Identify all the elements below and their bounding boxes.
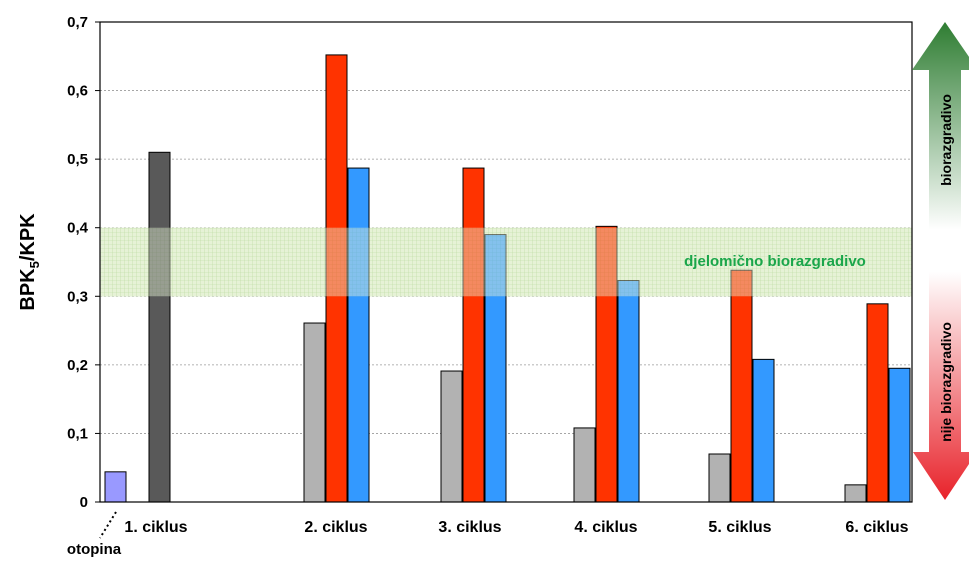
y-axis-label: BPK5/KPK — [17, 213, 42, 311]
down-arrow-label: nije biorazgradivo — [938, 322, 954, 442]
down-arrow — [913, 272, 969, 500]
bar — [462, 167, 485, 503]
bars — [100, 54, 912, 503]
y-label-main: BPK — [17, 268, 39, 311]
y-tick-label: 0,2 — [67, 357, 88, 374]
bar — [148, 151, 171, 503]
bar — [888, 367, 911, 503]
bar — [866, 303, 889, 503]
y-ticks: 0 0,1 0,2 0,3 0,4 0,5 0,6 0,7 — [67, 14, 100, 511]
bar — [303, 322, 326, 503]
y-tick-label: 0,5 — [67, 151, 88, 168]
band-label: djelomično biorazgradivo — [684, 253, 866, 270]
x-category-label: 1. ciklus — [124, 519, 187, 536]
up-arrow — [912, 22, 969, 230]
bar — [440, 370, 463, 503]
otopina-pointer — [99, 511, 117, 539]
bar — [752, 358, 775, 503]
bar — [104, 471, 127, 503]
y-tick-label: 0,3 — [67, 288, 88, 305]
y-label-rest: /KPK — [17, 213, 39, 261]
y-tick-label: 0,4 — [67, 220, 89, 237]
up-arrow-label: biorazgradivo — [938, 94, 954, 186]
bar — [347, 167, 370, 503]
x-category-label: 5. ciklus — [708, 519, 771, 536]
bar — [617, 280, 640, 503]
x-categories: 1. ciklus 2. ciklus 3. ciklus 4. ciklus 5. c… — [124, 519, 908, 536]
bar — [573, 427, 596, 503]
y-label-sub: 5 — [27, 261, 42, 268]
x-category-label: 2. ciklus — [304, 519, 367, 536]
x-category-label: 4. ciklus — [574, 519, 637, 536]
bar — [844, 484, 867, 503]
bar — [708, 453, 731, 503]
plot-frame — [99, 21, 913, 503]
x-category-label: 3. ciklus — [438, 519, 501, 536]
y-tick-label: 0,6 — [67, 83, 88, 100]
otopina-label: otopina — [67, 541, 122, 558]
y-tick-label: 0,1 — [67, 425, 88, 442]
partial-band-overlay — [100, 227, 912, 297]
x-category-label: 6. ciklus — [845, 519, 908, 536]
bar — [730, 269, 753, 503]
y-tick-label: 0,7 — [67, 14, 88, 31]
y-tick-label: 0 — [80, 494, 88, 511]
